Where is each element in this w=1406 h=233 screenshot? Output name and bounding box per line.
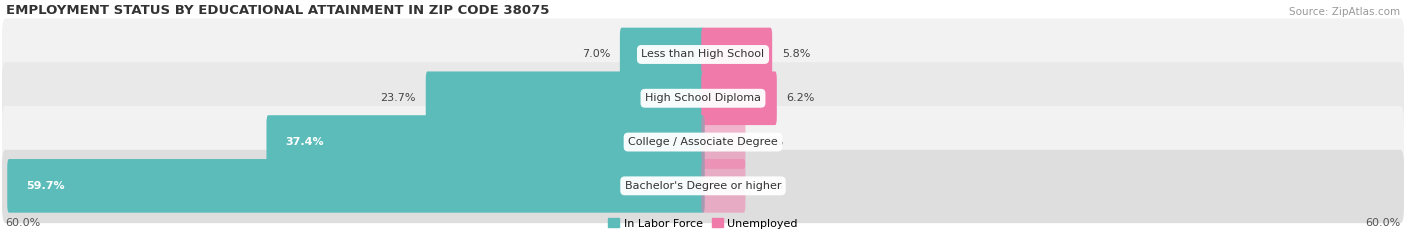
Text: 60.0%: 60.0% — [1365, 218, 1400, 228]
Text: College / Associate Degree: College / Associate Degree — [628, 137, 778, 147]
Text: 37.4%: 37.4% — [285, 137, 325, 147]
Text: 0.0%: 0.0% — [755, 137, 783, 147]
Text: 60.0%: 60.0% — [6, 218, 41, 228]
FancyBboxPatch shape — [620, 28, 704, 81]
FancyBboxPatch shape — [1, 106, 1405, 179]
Legend: In Labor Force, Unemployed: In Labor Force, Unemployed — [603, 214, 803, 233]
Text: 7.0%: 7.0% — [582, 49, 610, 59]
Text: High School Diploma: High School Diploma — [645, 93, 761, 103]
Text: Less than High School: Less than High School — [641, 49, 765, 59]
FancyBboxPatch shape — [7, 159, 704, 213]
Text: 0.0%: 0.0% — [755, 181, 783, 191]
Text: 59.7%: 59.7% — [27, 181, 65, 191]
Text: 23.7%: 23.7% — [381, 93, 416, 103]
FancyBboxPatch shape — [426, 72, 704, 125]
Text: Source: ZipAtlas.com: Source: ZipAtlas.com — [1289, 7, 1400, 17]
FancyBboxPatch shape — [1, 150, 1405, 223]
Text: 6.2%: 6.2% — [787, 93, 815, 103]
FancyBboxPatch shape — [1, 18, 1405, 92]
FancyBboxPatch shape — [702, 72, 778, 125]
FancyBboxPatch shape — [1, 62, 1405, 136]
FancyBboxPatch shape — [267, 115, 704, 169]
Text: 5.8%: 5.8% — [782, 49, 810, 59]
FancyBboxPatch shape — [702, 159, 745, 213]
Text: Bachelor's Degree or higher: Bachelor's Degree or higher — [624, 181, 782, 191]
Text: EMPLOYMENT STATUS BY EDUCATIONAL ATTAINMENT IN ZIP CODE 38075: EMPLOYMENT STATUS BY EDUCATIONAL ATTAINM… — [6, 4, 548, 17]
FancyBboxPatch shape — [702, 115, 745, 169]
FancyBboxPatch shape — [702, 28, 772, 81]
